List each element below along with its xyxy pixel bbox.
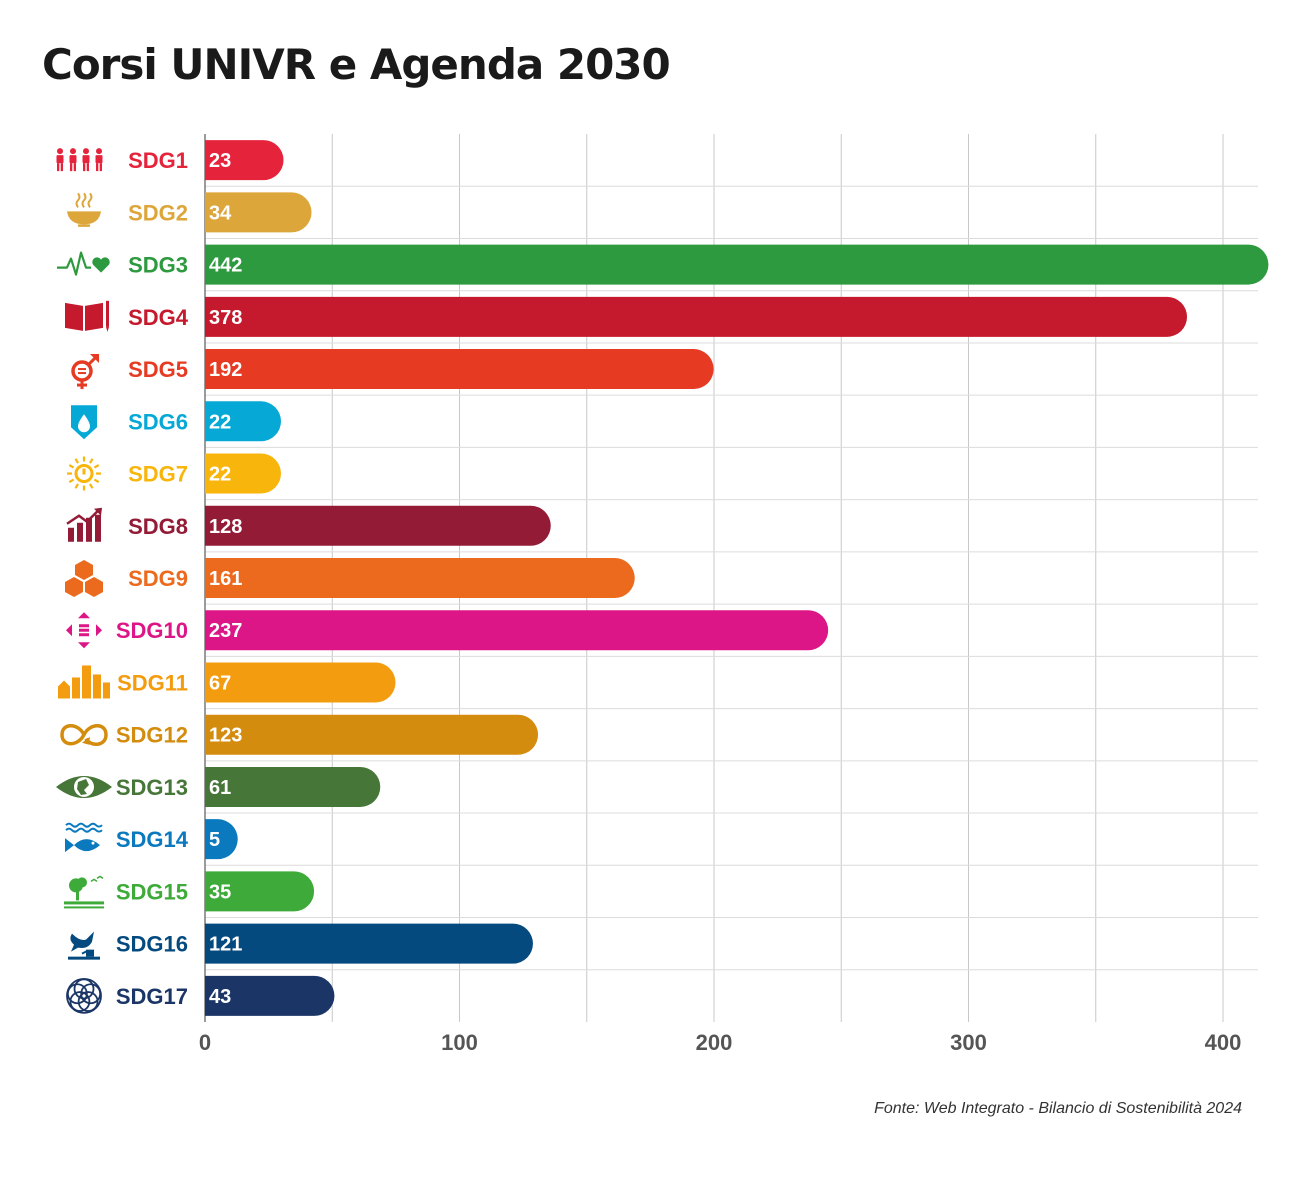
bar-sdg13 [205,766,381,807]
category-label: SDG4 [128,305,189,330]
bar-value-label: 442 [209,255,242,277]
x-tick-label: 300 [950,1030,987,1055]
infinity-loop-icon [60,723,108,746]
inequality-arrows-icon [66,612,102,649]
bowl-icon [67,192,101,227]
bar-value-label: 192 [209,359,242,381]
category-label: SDG5 [128,357,188,382]
bar-value-label: 123 [209,725,242,747]
eye-globe-icon [56,775,112,798]
bar-sdg7 [205,453,281,494]
fish-waves-icon [65,822,103,853]
bar-sdg15 [205,871,315,912]
bar-value-label: 23 [209,150,231,172]
category-label: SDG13 [116,775,188,800]
sun-icon [67,456,101,491]
bar-sdg8 [205,505,551,546]
category-label: SDG2 [128,200,188,225]
category-label: SDG9 [128,566,188,591]
category-label: SDG1 [128,148,188,173]
category-label: SDG11 [117,670,188,695]
dove-gavel-icon [68,931,100,960]
bar-sdg5 [205,349,714,390]
flower-rings-icon [66,977,102,1014]
x-tick-label: 0 [199,1030,211,1055]
category-label: SDG7 [128,462,188,487]
bar-sdg11 [205,662,396,703]
category-label: SDG14 [116,827,189,852]
x-axis-ticks: 0 100 200 300 400 [199,1030,1241,1055]
bar-value-label: 22 [209,464,231,486]
bar-sdg17 [205,975,335,1016]
category-label: SDG3 [128,253,188,278]
bar-value-label: 5 [209,829,220,851]
bar-value-label: 34 [209,202,232,224]
water-drop-icon [71,405,97,440]
bar-sdg2 [205,192,312,233]
x-tick-label: 400 [1205,1030,1242,1055]
bar-value-label: 161 [209,568,242,590]
bar-value-label: 67 [209,672,231,694]
bar-value-label: 237 [209,620,242,642]
tree-birds-icon [64,875,104,909]
cubes-icon [65,560,103,597]
category-label: SDG15 [116,879,188,904]
source-note: Fonte: Web Integrato - Bilancio di Soste… [874,1100,1242,1117]
bar-sdg6 [205,401,281,442]
bar-sdg16 [205,923,533,964]
bars: 23 SDG1 34 SDG2 442 SDG3 378 SDG4 192 SDG5 22 SDG6 2… [116,140,1269,1016]
category-label: SDG16 [116,932,188,957]
growth-chart-icon [66,507,102,542]
people-icon [56,148,103,172]
bar-value-label: 121 [209,934,242,956]
x-tick-label: 200 [696,1030,733,1055]
bar-value-label: 35 [209,881,231,903]
category-label: SDG6 [128,409,188,434]
category-label: SDG17 [116,984,188,1009]
category-label: SDG10 [116,618,188,643]
bar-sdg1 [205,140,284,181]
bar-sdg3 [205,244,1269,285]
x-tick-label: 100 [441,1030,478,1055]
bar-value-label: 61 [209,777,231,799]
category-label: SDG12 [116,723,188,748]
bar-sdg10 [205,610,829,651]
bar-value-label: 378 [209,307,242,329]
heartbeat-icon [57,251,110,276]
city-buildings-icon [58,665,110,699]
bar-value-label: 43 [209,986,231,1008]
bar-value-label: 128 [209,516,242,538]
bar-sdg14 [205,819,238,860]
bar-sdg4 [205,296,1188,337]
bar-value-label: 22 [209,411,231,433]
bar-sdg12 [205,714,539,755]
book-icon [65,300,109,332]
chart-title: Corsi UNIVR e Agenda 2030 [42,40,671,89]
bar-sdg9 [205,558,635,598]
category-label: SDG8 [128,514,188,539]
gender-icon [71,354,99,390]
